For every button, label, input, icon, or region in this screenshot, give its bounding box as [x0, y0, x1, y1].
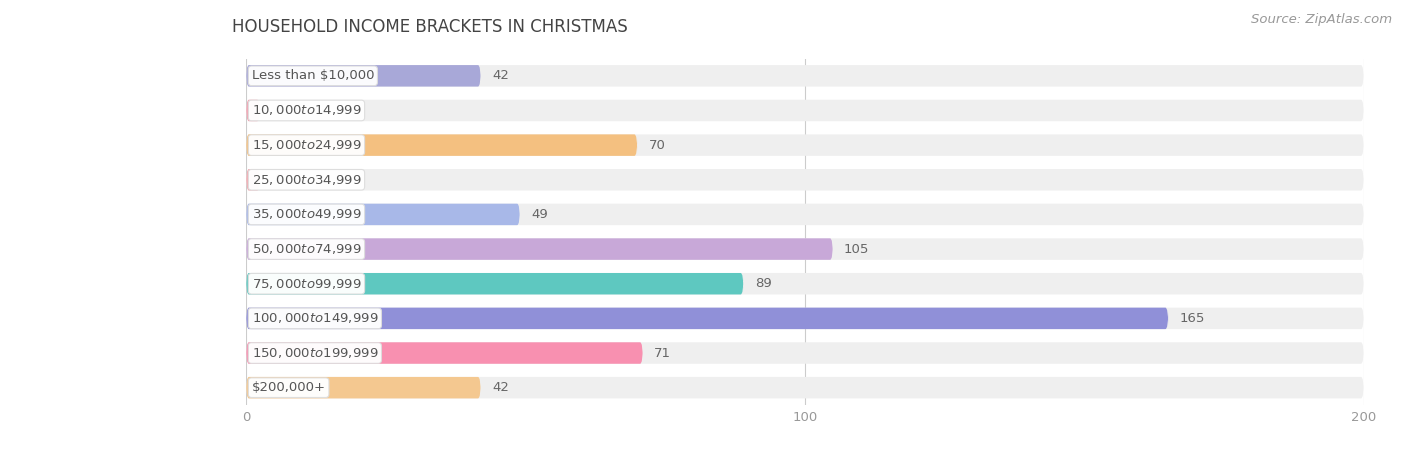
Text: $75,000 to $99,999: $75,000 to $99,999 [252, 277, 361, 291]
FancyBboxPatch shape [246, 308, 1364, 329]
FancyBboxPatch shape [246, 100, 260, 121]
Text: $10,000 to $14,999: $10,000 to $14,999 [252, 104, 361, 117]
Text: $35,000 to $49,999: $35,000 to $49,999 [252, 207, 361, 221]
Text: 89: 89 [755, 277, 772, 290]
FancyBboxPatch shape [246, 135, 637, 156]
Text: 0: 0 [274, 173, 283, 186]
Text: 42: 42 [492, 381, 509, 394]
Text: 0: 0 [274, 104, 283, 117]
FancyBboxPatch shape [246, 342, 643, 364]
Text: 42: 42 [492, 69, 509, 82]
FancyBboxPatch shape [246, 204, 520, 225]
FancyBboxPatch shape [246, 273, 1364, 294]
Text: Less than $10,000: Less than $10,000 [252, 69, 374, 82]
Text: $150,000 to $199,999: $150,000 to $199,999 [252, 346, 378, 360]
FancyBboxPatch shape [246, 238, 1364, 260]
FancyBboxPatch shape [246, 65, 1364, 86]
FancyBboxPatch shape [246, 377, 1364, 398]
FancyBboxPatch shape [246, 377, 481, 398]
Text: 71: 71 [654, 346, 671, 360]
Text: Source: ZipAtlas.com: Source: ZipAtlas.com [1251, 14, 1392, 27]
Text: $15,000 to $24,999: $15,000 to $24,999 [252, 138, 361, 152]
FancyBboxPatch shape [246, 308, 1168, 329]
FancyBboxPatch shape [246, 238, 832, 260]
Text: $200,000+: $200,000+ [252, 381, 326, 394]
FancyBboxPatch shape [246, 204, 1364, 225]
Text: $25,000 to $34,999: $25,000 to $34,999 [252, 173, 361, 187]
Text: 49: 49 [531, 208, 548, 221]
FancyBboxPatch shape [246, 65, 481, 86]
Text: HOUSEHOLD INCOME BRACKETS IN CHRISTMAS: HOUSEHOLD INCOME BRACKETS IN CHRISTMAS [232, 18, 627, 36]
FancyBboxPatch shape [246, 135, 1364, 156]
Text: $100,000 to $149,999: $100,000 to $149,999 [252, 311, 378, 325]
Text: 70: 70 [648, 139, 665, 152]
FancyBboxPatch shape [246, 273, 744, 294]
Text: $50,000 to $74,999: $50,000 to $74,999 [252, 242, 361, 256]
Text: 165: 165 [1180, 312, 1205, 325]
FancyBboxPatch shape [246, 169, 1364, 190]
FancyBboxPatch shape [246, 342, 1364, 364]
Text: 105: 105 [844, 243, 869, 256]
FancyBboxPatch shape [246, 100, 1364, 121]
FancyBboxPatch shape [246, 169, 260, 190]
